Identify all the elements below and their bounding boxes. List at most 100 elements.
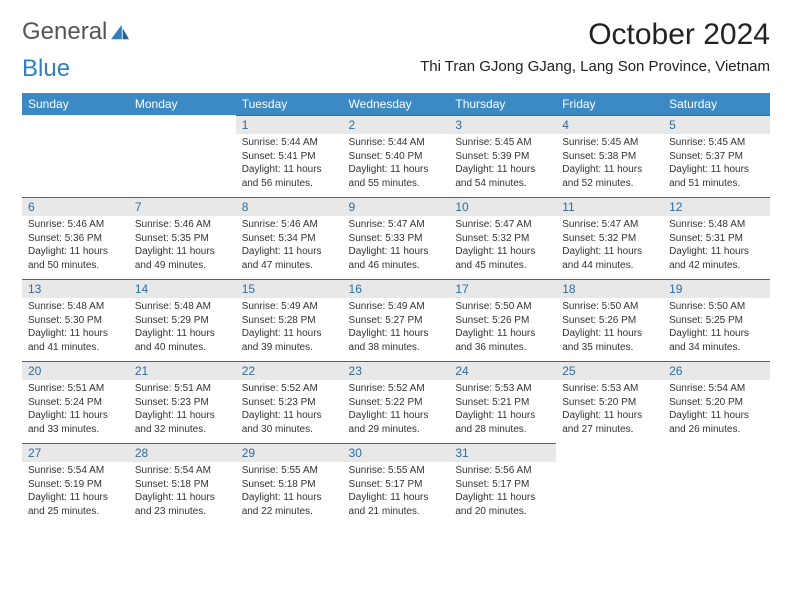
daylight-line2: and 52 minutes.: [562, 177, 657, 191]
sunrise-text: Sunrise: 5:56 AM: [455, 464, 550, 478]
daylight-line1: Daylight: 11 hours: [349, 245, 444, 259]
calendar-cell: [663, 443, 770, 525]
sunrise-text: Sunrise: 5:47 AM: [562, 218, 657, 232]
day-number: 24: [449, 361, 556, 380]
calendar-cell: 25Sunrise: 5:53 AMSunset: 5:20 PMDayligh…: [556, 361, 663, 443]
sunset-text: Sunset: 5:27 PM: [349, 314, 444, 328]
day-number: 3: [449, 115, 556, 134]
day-content: Sunrise: 5:55 AMSunset: 5:18 PMDaylight:…: [236, 462, 343, 522]
day-content: Sunrise: 5:51 AMSunset: 5:24 PMDaylight:…: [22, 380, 129, 440]
daylight-line2: and 54 minutes.: [455, 177, 550, 191]
calendar-cell: [22, 115, 129, 197]
sunrise-text: Sunrise: 5:46 AM: [135, 218, 230, 232]
sunset-text: Sunset: 5:28 PM: [242, 314, 337, 328]
calendar-cell: 12Sunrise: 5:48 AMSunset: 5:31 PMDayligh…: [663, 197, 770, 279]
sunrise-text: Sunrise: 5:48 AM: [669, 218, 764, 232]
daylight-line2: and 29 minutes.: [349, 423, 444, 437]
calendar-cell: 24Sunrise: 5:53 AMSunset: 5:21 PMDayligh…: [449, 361, 556, 443]
calendar-cell: 22Sunrise: 5:52 AMSunset: 5:23 PMDayligh…: [236, 361, 343, 443]
day-number: 30: [343, 443, 450, 462]
weekday-header: Wednesday: [343, 93, 450, 115]
daylight-line2: and 33 minutes.: [28, 423, 123, 437]
day-content: Sunrise: 5:54 AMSunset: 5:18 PMDaylight:…: [129, 462, 236, 522]
daylight-line2: and 49 minutes.: [135, 259, 230, 273]
daylight-line2: and 27 minutes.: [562, 423, 657, 437]
sail-icon: [109, 23, 131, 41]
daylight-line2: and 56 minutes.: [242, 177, 337, 191]
day-content: Sunrise: 5:54 AMSunset: 5:20 PMDaylight:…: [663, 380, 770, 440]
calendar-week: 1Sunrise: 5:44 AMSunset: 5:41 PMDaylight…: [22, 115, 770, 197]
sunset-text: Sunset: 5:36 PM: [28, 232, 123, 246]
calendar-cell: 19Sunrise: 5:50 AMSunset: 5:25 PMDayligh…: [663, 279, 770, 361]
sunrise-text: Sunrise: 5:49 AM: [242, 300, 337, 314]
calendar-cell: 2Sunrise: 5:44 AMSunset: 5:40 PMDaylight…: [343, 115, 450, 197]
day-content: Sunrise: 5:48 AMSunset: 5:31 PMDaylight:…: [663, 216, 770, 276]
day-content: Sunrise: 5:49 AMSunset: 5:27 PMDaylight:…: [343, 298, 450, 358]
sunrise-text: Sunrise: 5:47 AM: [455, 218, 550, 232]
brand-logo: General: [22, 18, 133, 46]
sunrise-text: Sunrise: 5:50 AM: [562, 300, 657, 314]
day-number: 17: [449, 279, 556, 298]
daylight-line1: Daylight: 11 hours: [349, 327, 444, 341]
calendar-cell: 4Sunrise: 5:45 AMSunset: 5:38 PMDaylight…: [556, 115, 663, 197]
location-subtitle: Thi Tran GJong GJang, Lang Son Province,…: [420, 58, 770, 75]
brand-part2: Blue: [22, 55, 70, 83]
calendar-cell: 13Sunrise: 5:48 AMSunset: 5:30 PMDayligh…: [22, 279, 129, 361]
daylight-line2: and 34 minutes.: [669, 341, 764, 355]
daylight-line2: and 30 minutes.: [242, 423, 337, 437]
calendar-cell: 3Sunrise: 5:45 AMSunset: 5:39 PMDaylight…: [449, 115, 556, 197]
calendar-cell: 20Sunrise: 5:51 AMSunset: 5:24 PMDayligh…: [22, 361, 129, 443]
sunset-text: Sunset: 5:23 PM: [135, 396, 230, 410]
day-number: 27: [22, 443, 129, 462]
day-content: Sunrise: 5:56 AMSunset: 5:17 PMDaylight:…: [449, 462, 556, 522]
day-content: Sunrise: 5:45 AMSunset: 5:39 PMDaylight:…: [449, 134, 556, 194]
daylight-line1: Daylight: 11 hours: [135, 245, 230, 259]
sunrise-text: Sunrise: 5:45 AM: [562, 136, 657, 150]
day-number: 5: [663, 115, 770, 134]
day-number: 4: [556, 115, 663, 134]
day-number: 14: [129, 279, 236, 298]
calendar-cell: 23Sunrise: 5:52 AMSunset: 5:22 PMDayligh…: [343, 361, 450, 443]
day-number: 2: [343, 115, 450, 134]
daylight-line1: Daylight: 11 hours: [455, 491, 550, 505]
sunset-text: Sunset: 5:35 PM: [135, 232, 230, 246]
calendar-cell: 6Sunrise: 5:46 AMSunset: 5:36 PMDaylight…: [22, 197, 129, 279]
daylight-line1: Daylight: 11 hours: [28, 245, 123, 259]
daylight-line1: Daylight: 11 hours: [455, 245, 550, 259]
sunset-text: Sunset: 5:17 PM: [349, 478, 444, 492]
daylight-line2: and 35 minutes.: [562, 341, 657, 355]
daylight-line2: and 23 minutes.: [135, 505, 230, 519]
calendar-cell: 18Sunrise: 5:50 AMSunset: 5:26 PMDayligh…: [556, 279, 663, 361]
daylight-line1: Daylight: 11 hours: [669, 245, 764, 259]
daylight-line2: and 28 minutes.: [455, 423, 550, 437]
calendar-cell: 31Sunrise: 5:56 AMSunset: 5:17 PMDayligh…: [449, 443, 556, 525]
sunrise-text: Sunrise: 5:47 AM: [349, 218, 444, 232]
day-number: 22: [236, 361, 343, 380]
calendar-body: 1Sunrise: 5:44 AMSunset: 5:41 PMDaylight…: [22, 115, 770, 525]
daylight-line2: and 46 minutes.: [349, 259, 444, 273]
daylight-line2: and 45 minutes.: [455, 259, 550, 273]
calendar-week: 13Sunrise: 5:48 AMSunset: 5:30 PMDayligh…: [22, 279, 770, 361]
daylight-line2: and 44 minutes.: [562, 259, 657, 273]
calendar-table: SundayMondayTuesdayWednesdayThursdayFrid…: [22, 93, 770, 525]
calendar-cell: 28Sunrise: 5:54 AMSunset: 5:18 PMDayligh…: [129, 443, 236, 525]
daylight-line1: Daylight: 11 hours: [349, 491, 444, 505]
day-number: 23: [343, 361, 450, 380]
sunrise-text: Sunrise: 5:44 AM: [242, 136, 337, 150]
sunset-text: Sunset: 5:25 PM: [669, 314, 764, 328]
daylight-line1: Daylight: 11 hours: [669, 327, 764, 341]
sunset-text: Sunset: 5:18 PM: [135, 478, 230, 492]
sunset-text: Sunset: 5:17 PM: [455, 478, 550, 492]
day-number: 18: [556, 279, 663, 298]
day-content: Sunrise: 5:46 AMSunset: 5:34 PMDaylight:…: [236, 216, 343, 276]
sunrise-text: Sunrise: 5:46 AM: [242, 218, 337, 232]
day-content: Sunrise: 5:49 AMSunset: 5:28 PMDaylight:…: [236, 298, 343, 358]
daylight-line1: Daylight: 11 hours: [135, 491, 230, 505]
sunset-text: Sunset: 5:22 PM: [349, 396, 444, 410]
sunset-text: Sunset: 5:40 PM: [349, 150, 444, 164]
sunrise-text: Sunrise: 5:51 AM: [28, 382, 123, 396]
daylight-line1: Daylight: 11 hours: [28, 327, 123, 341]
calendar-cell: 30Sunrise: 5:55 AMSunset: 5:17 PMDayligh…: [343, 443, 450, 525]
calendar-cell: 8Sunrise: 5:46 AMSunset: 5:34 PMDaylight…: [236, 197, 343, 279]
sunset-text: Sunset: 5:30 PM: [28, 314, 123, 328]
